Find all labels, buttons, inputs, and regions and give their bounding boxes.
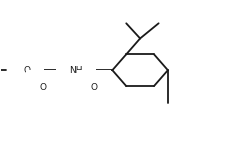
Text: NH: NH [69, 66, 83, 75]
Text: O: O [90, 83, 97, 92]
Text: O: O [39, 83, 46, 92]
Text: O: O [24, 66, 31, 75]
